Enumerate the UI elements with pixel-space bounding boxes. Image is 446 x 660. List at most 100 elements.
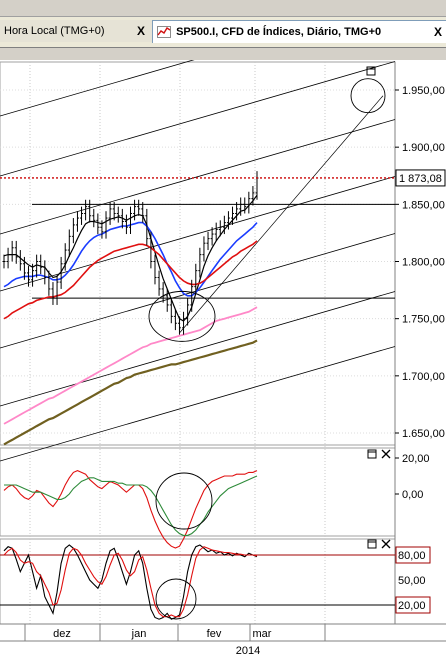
- chart-tab-icon: [157, 26, 171, 39]
- y-axis-area: [395, 62, 446, 624]
- window-tab-bar: Hora Local (TMG+0) X SP500.I, CFD de Índ…: [0, 0, 446, 60]
- price-y-axis: 1.650,00 1.700,00 1.750,00 1.800,00 1.850,00…: [395, 85, 446, 440]
- price-bar: [149, 231, 153, 269]
- price-bar: [67, 229, 71, 257]
- price-bar: [133, 199, 137, 221]
- oscillator-panel-maximize-icon[interactable]: [367, 449, 377, 459]
- price-bar: [100, 220, 104, 239]
- channel-line: [0, 60, 195, 117]
- channel-line: [0, 346, 396, 462]
- x-axis-bg: [0, 624, 446, 660]
- stochastic-panel: [0, 538, 396, 625]
- ma-line-3: [3, 306, 258, 425]
- price-bar: [137, 199, 141, 216]
- price-bar: [96, 213, 100, 235]
- channel-line: [0, 61, 396, 177]
- price-bar: [84, 199, 88, 221]
- price-bar: [243, 197, 247, 214]
- oscillator-line-0: [3, 469, 258, 549]
- price-bar: [198, 247, 202, 278]
- price-bar: [194, 263, 198, 294]
- price-bar: [239, 197, 243, 216]
- stoch-tick-label: 80,00: [398, 550, 426, 562]
- price-bar: [63, 243, 67, 271]
- stoch-level-box: [395, 596, 431, 614]
- price-bar: [231, 206, 235, 225]
- price-bar: [120, 208, 124, 229]
- price-bar: [182, 311, 186, 335]
- chart-area[interactable]: 1.650,00 1.700,00 1.750,00 1.800,00 1.850,00…: [0, 60, 446, 660]
- stoch-level-box: [395, 546, 431, 564]
- price-tick-label: 1.850,00: [402, 199, 445, 211]
- price-bar: [88, 199, 92, 223]
- price-bar: [186, 298, 190, 326]
- annotation-circle-low: [148, 290, 216, 342]
- stoch-annotation-circle: [155, 578, 197, 620]
- price-bar: [157, 270, 161, 296]
- stoch-tick-label: 50,00: [398, 575, 426, 587]
- price-bar: [39, 254, 43, 275]
- price-bars: [2, 171, 259, 335]
- oscillator-y-axis: 20,00 0,00: [395, 453, 430, 501]
- price-bar: [214, 222, 218, 241]
- price-bar: [169, 298, 173, 324]
- price-bar: [206, 231, 210, 251]
- price-bar: [2, 254, 6, 269]
- price-bar: [31, 263, 35, 287]
- stochastic-lines: [0, 544, 395, 620]
- ma-line-2: [3, 240, 258, 320]
- price-bar: [235, 202, 239, 221]
- x-month-label: fev: [207, 628, 222, 640]
- stochastic-y-axis: 80,00 50,00 20,00: [395, 546, 431, 614]
- price-tick-label: 1.800,00: [402, 257, 445, 269]
- price-bar: [26, 266, 30, 287]
- x-month-label: dez: [53, 628, 71, 640]
- price-bar: [124, 214, 128, 235]
- stoch-line-1: [3, 546, 258, 618]
- stochastic-panel-maximize-icon[interactable]: [367, 539, 377, 549]
- osc-tick-label: 20,00: [402, 453, 430, 465]
- price-bar: [173, 309, 177, 331]
- tab-local-time-close-icon[interactable]: X: [137, 24, 146, 38]
- current-price-box: [395, 169, 446, 187]
- oscillator-panel-close-icon[interactable]: [381, 449, 391, 459]
- price-bar: [141, 202, 145, 223]
- oscillator-annotation-circle: [155, 472, 213, 530]
- price-bar: [112, 202, 116, 221]
- price-bar: [222, 215, 226, 235]
- tab-local-time-label: Hora Local (TMG+0): [4, 25, 105, 37]
- price-bar: [55, 275, 59, 305]
- tab-sp500-chart-close-icon[interactable]: X: [434, 25, 443, 39]
- price-tick-label: 1.650,00: [402, 428, 445, 440]
- price-bar: [104, 211, 108, 239]
- price-bar: [247, 191, 251, 214]
- stochastic-panel-close-icon[interactable]: [381, 539, 391, 549]
- price-bar: [35, 254, 39, 278]
- ma-line-4: [3, 339, 258, 446]
- tab-local-time[interactable]: Hora Local (TMG+0) X: [0, 20, 159, 42]
- price-annotations[interactable]: [0, 78, 395, 342]
- oscillator-panel: [0, 447, 396, 537]
- price-panel: [0, 61, 396, 446]
- stoch-line-0: [3, 544, 258, 620]
- x-month-label: jan: [131, 628, 147, 640]
- price-bar: [153, 254, 157, 285]
- price-bar: [80, 206, 84, 225]
- price-bar: [210, 227, 214, 246]
- price-bar: [47, 270, 51, 296]
- price-bar: [92, 208, 96, 228]
- annotation-circle-target: [350, 78, 386, 114]
- price-bar: [75, 211, 79, 232]
- price-bar: [71, 218, 75, 244]
- channel-line: [0, 291, 396, 407]
- price-bar: [129, 206, 132, 235]
- time-x-axis: dez jan fev mar 2014: [0, 623, 446, 660]
- price-bar: [190, 279, 194, 312]
- tab-sp500-chart[interactable]: SP500.I, CFD de Índices, Diário, TMG+0 X: [152, 20, 446, 43]
- price-bar: [218, 220, 222, 237]
- trend-channel-lines[interactable]: [0, 60, 396, 462]
- price-bar: [108, 202, 112, 225]
- price-tick-label: 1.750,00: [402, 314, 445, 326]
- x-month-label: mar: [253, 628, 272, 640]
- price-bar: [51, 282, 55, 305]
